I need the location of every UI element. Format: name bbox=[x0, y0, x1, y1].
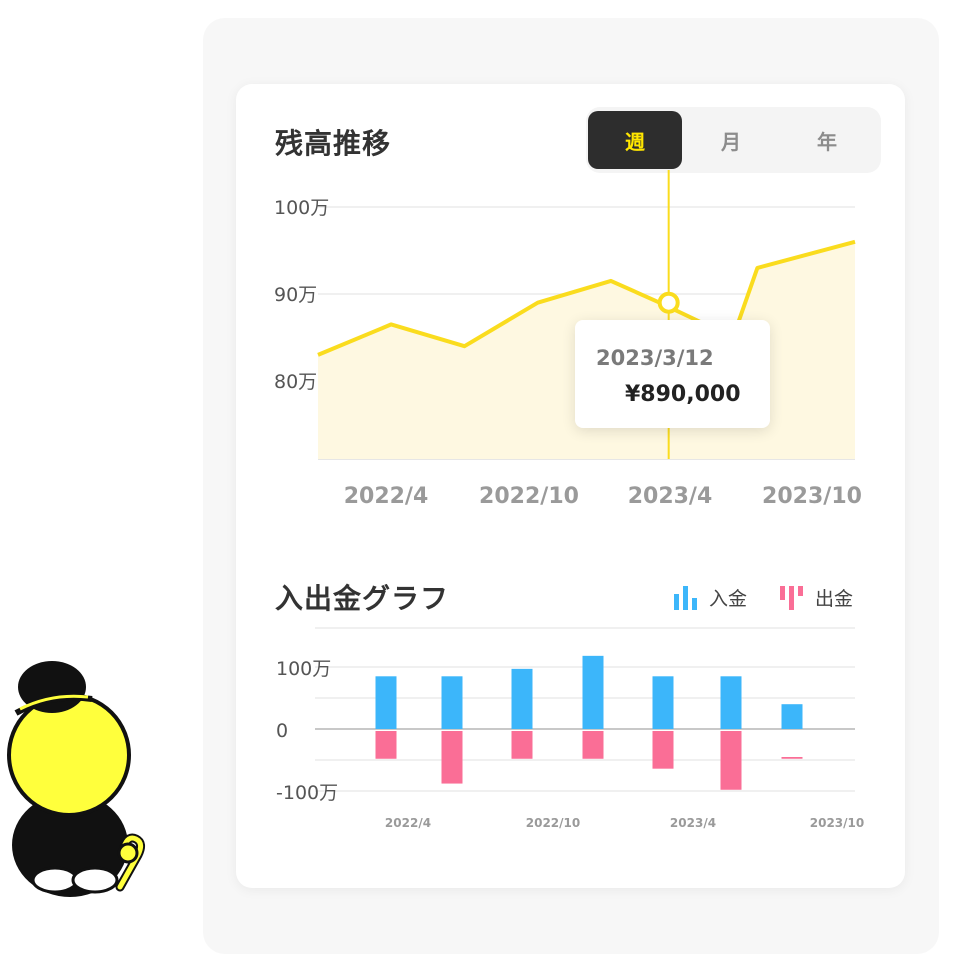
withdrawal-bar bbox=[441, 731, 463, 784]
legend-deposit-label: 入金 bbox=[709, 588, 748, 610]
flow-title: 入出金グラフ bbox=[275, 582, 450, 615]
y-tick-label: 90万 bbox=[274, 284, 317, 306]
tooltip-value: ¥890,000 bbox=[625, 382, 741, 407]
deposit-bar bbox=[582, 655, 604, 729]
balance-tooltip: 2023/3/12 ¥890,000 bbox=[575, 320, 770, 428]
legend-withdrawal: 出金 bbox=[779, 584, 853, 611]
period-toggle: 週 月 年 bbox=[586, 107, 881, 173]
highlight-point bbox=[657, 291, 680, 314]
y-tick-label: 100万 bbox=[274, 197, 329, 219]
legend-withdrawal-label: 出金 bbox=[815, 588, 854, 610]
withdrawal-bar bbox=[582, 731, 604, 759]
deposit-bar bbox=[652, 676, 674, 729]
y-tick-label: 0 bbox=[276, 720, 288, 742]
deposit-bar bbox=[441, 676, 463, 729]
tab-month[interactable]: 月 bbox=[721, 129, 741, 154]
deposit-bar bbox=[781, 704, 803, 729]
legend-deposit: 入金 bbox=[673, 584, 747, 611]
balance-title: 残高推移 bbox=[275, 127, 392, 160]
chart-card bbox=[236, 84, 905, 888]
flow-bar-chart: 100万 0 -100万 2022/4 2022/10 2023/4 2023/10 bbox=[276, 627, 864, 830]
y-tick-label: -100万 bbox=[276, 782, 338, 804]
x-tick-label: 2022/4 bbox=[344, 484, 429, 509]
tab-year[interactable]: 年 bbox=[817, 129, 837, 154]
withdrawal-bar bbox=[781, 757, 803, 759]
deposit-bar bbox=[511, 668, 533, 729]
x-tick-label: 2023/10 bbox=[762, 484, 862, 509]
x-tick-label: 2023/10 bbox=[810, 816, 864, 830]
withdrawal-bars-icon bbox=[780, 585, 803, 610]
y-tick-label: 80万 bbox=[274, 371, 317, 393]
tab-week[interactable]: 週 bbox=[588, 111, 682, 169]
deposit-bar bbox=[720, 676, 742, 729]
withdrawal-bar bbox=[511, 731, 533, 759]
x-tick-label: 2022/10 bbox=[479, 484, 579, 509]
withdrawal-bar bbox=[720, 731, 742, 790]
mascot-body bbox=[7, 661, 146, 897]
withdrawal-bar bbox=[652, 731, 674, 769]
x-tick-label: 2023/4 bbox=[670, 816, 716, 830]
deposit-bar bbox=[375, 676, 397, 729]
x-tick-label: 2023/4 bbox=[628, 484, 713, 509]
mascot-character bbox=[7, 661, 146, 897]
x-tick-label: 2022/10 bbox=[526, 816, 580, 830]
tooltip-date: 2023/3/12 bbox=[596, 346, 714, 370]
withdrawal-bar bbox=[375, 731, 397, 759]
y-tick-label: 100万 bbox=[276, 658, 331, 680]
x-tick-label: 2022/4 bbox=[385, 816, 431, 830]
deposit-bars-icon bbox=[674, 585, 697, 610]
